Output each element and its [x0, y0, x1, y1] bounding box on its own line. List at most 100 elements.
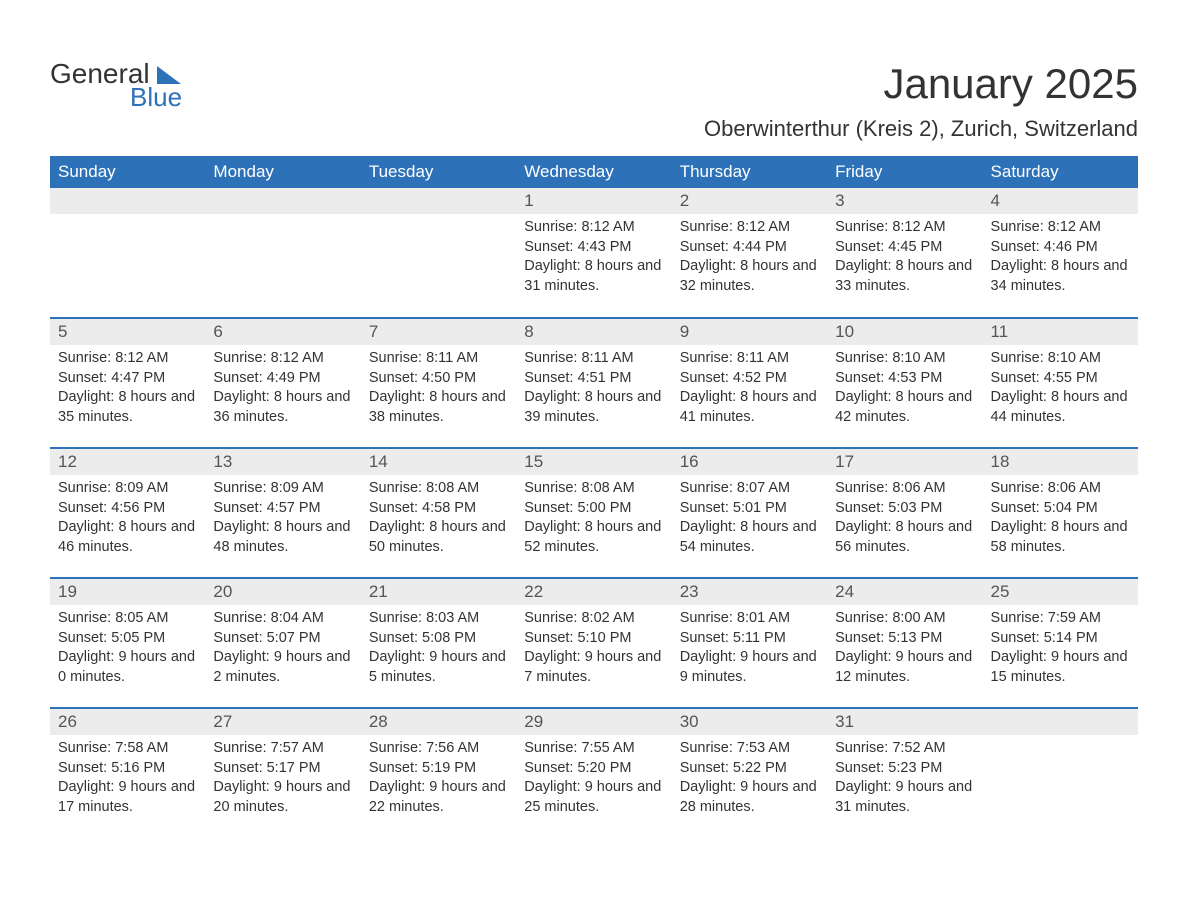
day-info-line: Daylight: 8 hours and 35 minutes. — [58, 389, 195, 425]
day-info-line: Daylight: 8 hours and 56 minutes. — [835, 519, 972, 555]
day-info-line: Sunrise: 8:01 AM — [680, 610, 790, 626]
day-info-line: Daylight: 9 hours and 12 minutes. — [835, 649, 972, 685]
day-info-line: Sunrise: 8:12 AM — [991, 219, 1101, 235]
day-info-line: Sunrise: 8:03 AM — [369, 610, 479, 626]
page-title: January 2025 — [704, 60, 1138, 108]
calendar-day-cell: 16Sunrise: 8:07 AMSunset: 5:01 PMDayligh… — [672, 448, 827, 578]
day-body: Sunrise: 8:12 AMSunset: 4:43 PMDaylight:… — [516, 214, 671, 304]
day-info-line: Daylight: 8 hours and 39 minutes. — [524, 389, 661, 425]
logo: General Blue — [50, 60, 182, 110]
day-info-line: Daylight: 8 hours and 58 minutes. — [991, 519, 1128, 555]
day-body: Sunrise: 8:09 AMSunset: 4:57 PMDaylight:… — [205, 475, 360, 565]
day-number: 30 — [672, 709, 827, 735]
day-number: 17 — [827, 449, 982, 475]
day-info-line: Sunset: 4:51 PM — [524, 370, 631, 386]
day-info-line: Sunset: 5:22 PM — [680, 760, 787, 776]
day-number: 14 — [361, 449, 516, 475]
day-body — [205, 214, 360, 226]
day-number: 9 — [672, 319, 827, 345]
day-number: 10 — [827, 319, 982, 345]
day-body: Sunrise: 7:52 AMSunset: 5:23 PMDaylight:… — [827, 735, 982, 825]
day-info-line: Sunrise: 8:10 AM — [835, 350, 945, 366]
day-header: Friday — [827, 156, 982, 188]
day-info-line: Sunset: 4:44 PM — [680, 239, 787, 255]
calendar-day-cell: 18Sunrise: 8:06 AMSunset: 5:04 PMDayligh… — [983, 448, 1138, 578]
day-header: Monday — [205, 156, 360, 188]
calendar-day-cell: 10Sunrise: 8:10 AMSunset: 4:53 PMDayligh… — [827, 318, 982, 448]
day-number: 2 — [672, 188, 827, 214]
day-info-line: Sunset: 5:13 PM — [835, 630, 942, 646]
calendar-week-row: 26Sunrise: 7:58 AMSunset: 5:16 PMDayligh… — [50, 708, 1138, 838]
calendar-day-cell: 4Sunrise: 8:12 AMSunset: 4:46 PMDaylight… — [983, 188, 1138, 318]
day-info-line: Sunrise: 8:10 AM — [991, 350, 1101, 366]
day-info-line: Sunset: 5:17 PM — [213, 760, 320, 776]
calendar-day-cell: 9Sunrise: 8:11 AMSunset: 4:52 PMDaylight… — [672, 318, 827, 448]
day-info-line: Sunrise: 8:08 AM — [524, 480, 634, 496]
day-info-line: Sunrise: 8:11 AM — [680, 350, 789, 366]
day-info-line: Daylight: 9 hours and 15 minutes. — [991, 649, 1128, 685]
day-info-line: Daylight: 9 hours and 25 minutes. — [524, 779, 661, 815]
day-body — [983, 735, 1138, 747]
day-header-row: SundayMondayTuesdayWednesdayThursdayFrid… — [50, 156, 1138, 188]
day-info-line: Daylight: 9 hours and 5 minutes. — [369, 649, 506, 685]
day-body: Sunrise: 8:12 AMSunset: 4:46 PMDaylight:… — [983, 214, 1138, 304]
day-body: Sunrise: 8:04 AMSunset: 5:07 PMDaylight:… — [205, 605, 360, 695]
day-number: 22 — [516, 579, 671, 605]
day-number: 24 — [827, 579, 982, 605]
day-body: Sunrise: 8:07 AMSunset: 5:01 PMDaylight:… — [672, 475, 827, 565]
calendar-day-cell: 7Sunrise: 8:11 AMSunset: 4:50 PMDaylight… — [361, 318, 516, 448]
day-info-line: Sunset: 5:04 PM — [991, 500, 1098, 516]
day-header: Tuesday — [361, 156, 516, 188]
day-info-line: Daylight: 9 hours and 7 minutes. — [524, 649, 661, 685]
day-body: Sunrise: 8:08 AMSunset: 5:00 PMDaylight:… — [516, 475, 671, 565]
calendar-day-cell: 19Sunrise: 8:05 AMSunset: 5:05 PMDayligh… — [50, 578, 205, 708]
day-info-line: Sunset: 5:19 PM — [369, 760, 476, 776]
day-info-line: Sunset: 5:07 PM — [213, 630, 320, 646]
calendar-day-cell: 28Sunrise: 7:56 AMSunset: 5:19 PMDayligh… — [361, 708, 516, 838]
calendar-day-cell: 6Sunrise: 8:12 AMSunset: 4:49 PMDaylight… — [205, 318, 360, 448]
day-info-line: Daylight: 8 hours and 36 minutes. — [213, 389, 350, 425]
day-info-line: Daylight: 8 hours and 34 minutes. — [991, 258, 1128, 294]
day-info-line: Sunset: 4:56 PM — [58, 500, 165, 516]
page-subtitle: Oberwinterthur (Kreis 2), Zurich, Switze… — [704, 116, 1138, 142]
day-number: 23 — [672, 579, 827, 605]
calendar-day-cell: 29Sunrise: 7:55 AMSunset: 5:20 PMDayligh… — [516, 708, 671, 838]
day-body: Sunrise: 7:55 AMSunset: 5:20 PMDaylight:… — [516, 735, 671, 825]
day-number — [50, 188, 205, 214]
day-info-line: Daylight: 8 hours and 33 minutes. — [835, 258, 972, 294]
day-info-line: Sunrise: 8:09 AM — [58, 480, 168, 496]
day-number: 16 — [672, 449, 827, 475]
day-header: Saturday — [983, 156, 1138, 188]
day-body: Sunrise: 7:59 AMSunset: 5:14 PMDaylight:… — [983, 605, 1138, 695]
day-info-line: Sunrise: 8:08 AM — [369, 480, 479, 496]
calendar-day-cell: 5Sunrise: 8:12 AMSunset: 4:47 PMDaylight… — [50, 318, 205, 448]
day-number: 1 — [516, 188, 671, 214]
calendar-day-cell: 31Sunrise: 7:52 AMSunset: 5:23 PMDayligh… — [827, 708, 982, 838]
calendar-day-cell — [983, 708, 1138, 838]
day-info-line: Sunrise: 7:58 AM — [58, 740, 168, 756]
day-number: 28 — [361, 709, 516, 735]
day-info-line: Sunrise: 8:05 AM — [58, 610, 168, 626]
day-body: Sunrise: 7:58 AMSunset: 5:16 PMDaylight:… — [50, 735, 205, 825]
day-info-line: Sunset: 5:10 PM — [524, 630, 631, 646]
day-number: 29 — [516, 709, 671, 735]
calendar-day-cell: 15Sunrise: 8:08 AMSunset: 5:00 PMDayligh… — [516, 448, 671, 578]
day-number: 3 — [827, 188, 982, 214]
calendar-day-cell: 17Sunrise: 8:06 AMSunset: 5:03 PMDayligh… — [827, 448, 982, 578]
day-body: Sunrise: 7:57 AMSunset: 5:17 PMDaylight:… — [205, 735, 360, 825]
day-info-line: Sunset: 4:49 PM — [213, 370, 320, 386]
day-number: 19 — [50, 579, 205, 605]
day-number: 7 — [361, 319, 516, 345]
day-number: 27 — [205, 709, 360, 735]
day-info-line: Sunset: 5:11 PM — [680, 630, 786, 646]
day-body: Sunrise: 8:11 AMSunset: 4:52 PMDaylight:… — [672, 345, 827, 435]
day-number: 25 — [983, 579, 1138, 605]
calendar-day-cell: 1Sunrise: 8:12 AMSunset: 4:43 PMDaylight… — [516, 188, 671, 318]
day-body: Sunrise: 8:05 AMSunset: 5:05 PMDaylight:… — [50, 605, 205, 695]
day-body: Sunrise: 8:12 AMSunset: 4:44 PMDaylight:… — [672, 214, 827, 304]
day-number: 6 — [205, 319, 360, 345]
day-info-line: Daylight: 8 hours and 32 minutes. — [680, 258, 817, 294]
day-info-line: Sunrise: 8:12 AM — [835, 219, 945, 235]
calendar-day-cell — [205, 188, 360, 318]
calendar-week-row: 12Sunrise: 8:09 AMSunset: 4:56 PMDayligh… — [50, 448, 1138, 578]
